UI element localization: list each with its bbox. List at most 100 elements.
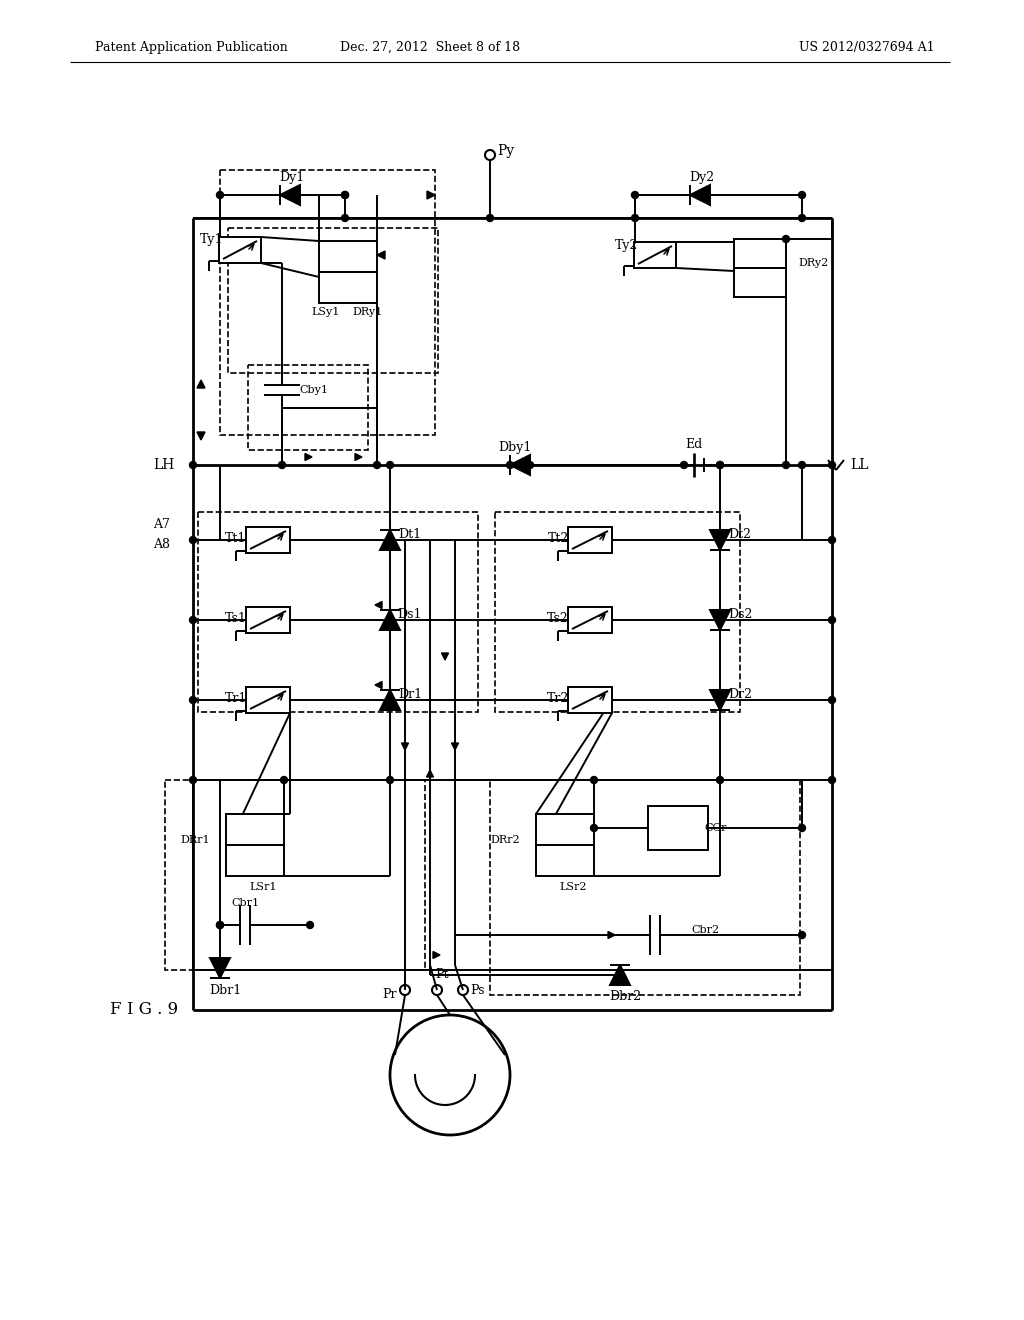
- Polygon shape: [401, 743, 409, 750]
- Polygon shape: [380, 610, 400, 630]
- Circle shape: [386, 536, 393, 544]
- Circle shape: [717, 697, 724, 704]
- Text: DRy2: DRy2: [798, 257, 828, 268]
- Circle shape: [189, 462, 197, 469]
- Circle shape: [386, 697, 393, 704]
- Bar: [219, 238, 261, 263]
- Circle shape: [216, 191, 223, 198]
- Polygon shape: [452, 743, 459, 750]
- Polygon shape: [710, 610, 730, 630]
- Polygon shape: [441, 653, 449, 660]
- Circle shape: [486, 214, 494, 222]
- Polygon shape: [355, 454, 362, 461]
- Text: Ed: Ed: [685, 438, 702, 451]
- Text: Tt1: Tt1: [225, 532, 247, 544]
- Polygon shape: [427, 770, 433, 777]
- Bar: [246, 686, 290, 713]
- Bar: [536, 814, 594, 845]
- Text: Py: Py: [498, 144, 515, 158]
- Polygon shape: [197, 380, 205, 388]
- Circle shape: [386, 616, 393, 623]
- Polygon shape: [380, 690, 400, 710]
- Text: A7: A7: [154, 519, 170, 532]
- Circle shape: [281, 776, 288, 784]
- Text: CCr: CCr: [705, 822, 727, 833]
- Bar: [634, 242, 676, 268]
- Bar: [648, 807, 708, 850]
- Bar: [228, 228, 438, 374]
- Circle shape: [828, 536, 836, 544]
- Text: Dy2: Dy2: [689, 170, 715, 183]
- Polygon shape: [377, 251, 385, 259]
- Circle shape: [189, 536, 197, 544]
- Text: DRy1: DRy1: [353, 308, 383, 317]
- Text: DRr1: DRr1: [180, 836, 210, 845]
- Circle shape: [632, 191, 639, 198]
- Circle shape: [632, 214, 639, 222]
- Circle shape: [799, 191, 806, 198]
- Circle shape: [799, 932, 806, 939]
- Text: LH: LH: [154, 458, 175, 473]
- Text: LSr2: LSr2: [559, 882, 587, 892]
- Circle shape: [386, 462, 393, 469]
- Circle shape: [386, 616, 393, 623]
- Text: Ty1: Ty1: [201, 234, 224, 247]
- Bar: [536, 845, 594, 876]
- Circle shape: [216, 921, 223, 928]
- Bar: [246, 607, 290, 634]
- Text: Ty2: Ty2: [615, 239, 639, 252]
- Bar: [319, 242, 377, 272]
- Polygon shape: [427, 191, 435, 199]
- Polygon shape: [305, 454, 312, 461]
- Bar: [165, 780, 425, 970]
- Text: Dt1: Dt1: [398, 528, 422, 540]
- Bar: [734, 239, 786, 268]
- Circle shape: [717, 776, 724, 784]
- Circle shape: [189, 776, 197, 784]
- Text: A8: A8: [153, 539, 170, 552]
- Circle shape: [717, 462, 724, 469]
- Circle shape: [189, 697, 197, 704]
- Text: LL: LL: [850, 458, 868, 473]
- Text: DRr2: DRr2: [490, 836, 520, 845]
- Text: Dbr1: Dbr1: [209, 983, 241, 997]
- Circle shape: [306, 921, 313, 928]
- Circle shape: [386, 697, 393, 704]
- Bar: [490, 780, 800, 995]
- Circle shape: [189, 616, 197, 623]
- Polygon shape: [710, 690, 730, 710]
- Circle shape: [386, 776, 393, 784]
- Text: Ts1: Ts1: [225, 611, 247, 624]
- Circle shape: [374, 462, 381, 469]
- Text: Dr2: Dr2: [728, 688, 752, 701]
- Circle shape: [799, 214, 806, 222]
- Text: Pr: Pr: [383, 989, 397, 1002]
- Text: Cby1: Cby1: [299, 385, 329, 395]
- Bar: [248, 366, 368, 450]
- Bar: [568, 527, 612, 553]
- Text: Dby1: Dby1: [499, 441, 531, 454]
- Text: Pt: Pt: [435, 969, 449, 982]
- Bar: [198, 512, 478, 711]
- Polygon shape: [375, 602, 382, 609]
- Circle shape: [341, 191, 348, 198]
- Polygon shape: [690, 185, 710, 205]
- Circle shape: [507, 462, 513, 469]
- Circle shape: [717, 462, 724, 469]
- Text: Cbr2: Cbr2: [691, 925, 719, 935]
- Polygon shape: [380, 531, 400, 550]
- Circle shape: [799, 825, 806, 832]
- Bar: [226, 814, 284, 845]
- Text: Dbr2: Dbr2: [609, 990, 641, 1003]
- Circle shape: [526, 462, 534, 469]
- Polygon shape: [608, 932, 615, 939]
- Polygon shape: [210, 958, 230, 978]
- Text: Ps: Ps: [471, 983, 485, 997]
- Circle shape: [782, 235, 790, 243]
- Text: Tt2: Tt2: [548, 532, 568, 544]
- Polygon shape: [375, 681, 382, 689]
- Text: Cbr1: Cbr1: [231, 898, 259, 908]
- Circle shape: [828, 776, 836, 784]
- Circle shape: [341, 191, 348, 198]
- Text: LSr1: LSr1: [249, 882, 276, 892]
